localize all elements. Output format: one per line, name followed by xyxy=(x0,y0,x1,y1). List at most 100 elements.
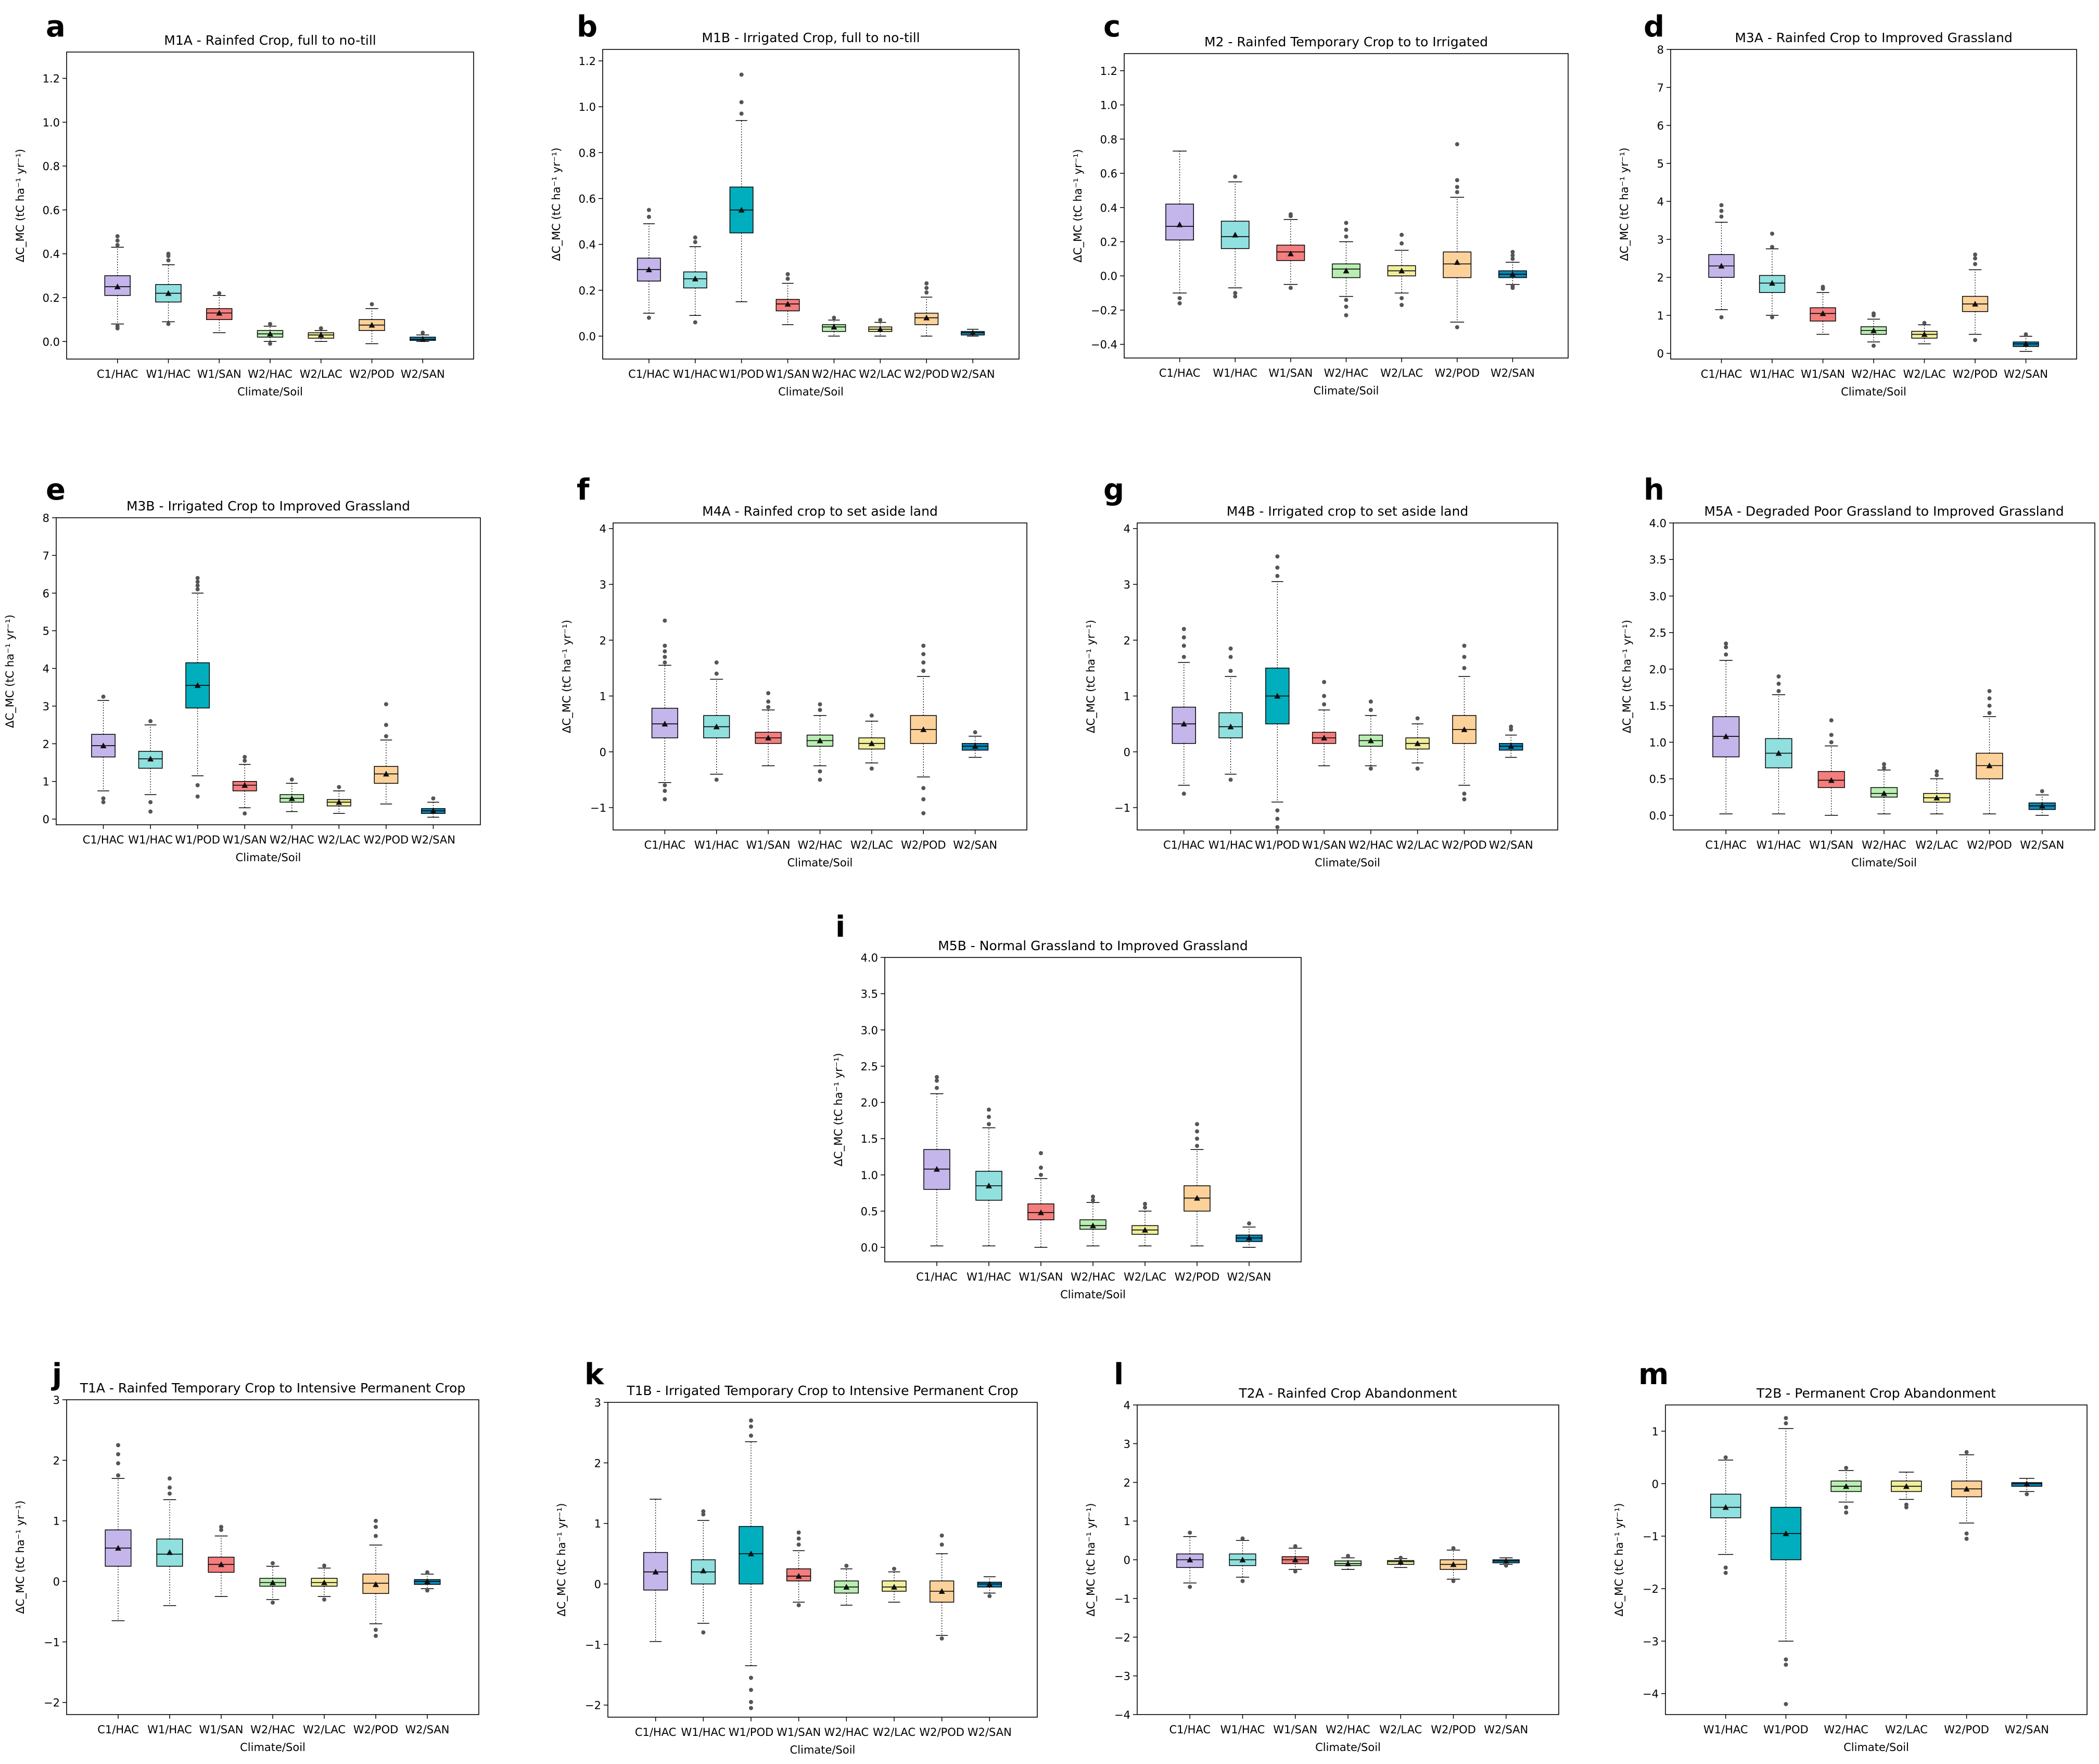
mean-marker xyxy=(1986,762,1993,769)
mean-marker xyxy=(986,1581,993,1587)
y-tick-label: 7 xyxy=(1657,82,1664,94)
outlier xyxy=(869,766,874,771)
outlier xyxy=(374,1518,378,1523)
axes-frame xyxy=(607,1402,1038,1718)
y-tick-label: 3 xyxy=(1657,234,1664,246)
outlier xyxy=(987,1594,992,1599)
y-tick-label: 1 xyxy=(1652,1425,1659,1438)
chart-title: T2B - Permanent Crop Abandonment xyxy=(1756,1386,1996,1401)
outlier xyxy=(749,1433,753,1438)
x-tick-label: W2/LAC xyxy=(859,368,901,380)
outlier xyxy=(924,281,929,286)
mean-marker xyxy=(1398,267,1405,274)
chart-title: T1B - Irrigated Temporary Crop to Intens… xyxy=(626,1383,1018,1398)
outlier xyxy=(1964,1531,1969,1536)
box-W1/HAC: W1/HAC xyxy=(1213,174,1257,379)
mean-marker xyxy=(2022,340,2029,347)
box-W1/POD: W1/POD xyxy=(719,72,764,380)
y-axis-label: ΔC_MC (tC ha⁻¹ yr⁻¹) xyxy=(1621,620,1634,733)
outlier xyxy=(1844,1505,1849,1510)
x-tick-label: W1/SAN xyxy=(777,1726,821,1739)
box-W2/POD: W2/POD xyxy=(1944,1450,1989,1736)
outlier xyxy=(1275,825,1280,829)
box-W1/SAN: W1/SAN xyxy=(766,272,810,380)
y-tick-label: −1 xyxy=(1643,1530,1659,1543)
box-W1/SAN: W1/SAN xyxy=(223,755,267,846)
mean-marker xyxy=(1180,721,1187,727)
mean-marker xyxy=(194,682,201,688)
outlier xyxy=(701,1509,706,1514)
box-W1/SAN: W1/SAN xyxy=(1809,718,1853,851)
x-tick-label: C1/HAC xyxy=(1159,367,1201,379)
x-tick-label: C1/HAC xyxy=(644,839,686,851)
x-tick-label: C1/HAC xyxy=(97,368,138,380)
x-tick-label: W2/HAC xyxy=(1851,368,1896,380)
outlier xyxy=(384,734,388,738)
outlier xyxy=(921,644,926,648)
mean-marker xyxy=(1903,1483,1910,1489)
mean-marker xyxy=(1921,331,1928,337)
outlier xyxy=(1935,769,1939,774)
box-W2/POD: W2/POD xyxy=(353,1518,398,1736)
box-W2/SAN: W2/SAN xyxy=(2004,332,2048,380)
y-tick-label: 3.5 xyxy=(861,988,878,1001)
y-tick-label: 2 xyxy=(594,1457,601,1469)
outlier xyxy=(1844,1510,1849,1515)
box-W2/LAC: W2/LAC xyxy=(1380,233,1423,379)
outlier xyxy=(921,669,926,673)
mean-marker xyxy=(1345,1560,1351,1566)
outlier xyxy=(1233,291,1238,296)
box-W2/LAC: W2/LAC xyxy=(1903,321,1946,380)
box-W2/POD: W2/POD xyxy=(1953,252,1998,380)
outlier xyxy=(1509,724,1513,729)
mean-marker xyxy=(373,1581,379,1587)
box-W1/HAC: W1/HAC xyxy=(1703,1455,1748,1736)
box-W1/SAN: W1/SAN xyxy=(1019,1151,1063,1283)
box-W2/SAN: W2/SAN xyxy=(1227,1221,1271,1283)
outlier xyxy=(1455,185,1459,189)
mean-marker xyxy=(2039,802,2045,809)
box-W2/LAC: W2/LAC xyxy=(303,1563,346,1736)
y-tick-label: 0.5 xyxy=(861,1206,878,1218)
mean-marker xyxy=(738,207,745,213)
y-tick-label: 1 xyxy=(1124,691,1130,703)
outlier xyxy=(1973,338,1977,342)
outlier xyxy=(1724,652,1728,657)
box-W1/POD: W1/POD xyxy=(175,576,220,846)
x-tick-label: C1/HAC xyxy=(1705,839,1747,851)
x-tick-label: W1/SAN xyxy=(197,368,241,380)
outlier xyxy=(1091,1194,1095,1199)
outlier xyxy=(1510,286,1515,290)
box-W2/POD: W2/POD xyxy=(1431,1546,1476,1736)
outlier xyxy=(1415,766,1420,771)
x-tick-label: W1/POD xyxy=(729,1726,774,1739)
box-W1/HAC: W1/HAC xyxy=(1750,232,1795,380)
x-tick-label: C1/HAC xyxy=(1701,368,1742,380)
outlier xyxy=(749,1676,753,1680)
mean-marker xyxy=(1722,1504,1729,1510)
panel-h: h M5A - Degraded Poor Grassland to Improv… xyxy=(1621,473,2095,869)
axes-frame xyxy=(613,522,1027,830)
box-W1/HAC: W1/HAC xyxy=(147,1476,192,1736)
y-tick-label: 3 xyxy=(1124,579,1130,591)
axes-frame xyxy=(66,1399,479,1715)
x-tick-label: W2/POD xyxy=(919,1726,964,1739)
y-tick-label: −1 xyxy=(1114,802,1130,814)
mean-marker xyxy=(216,310,223,316)
panel-label: a xyxy=(46,10,66,44)
x-tick-label: W2/POD xyxy=(904,368,949,380)
mean-marker xyxy=(692,275,698,282)
outlier xyxy=(1784,1702,1788,1706)
outlier xyxy=(1415,716,1420,721)
mean-marker xyxy=(1454,259,1460,265)
outlier xyxy=(243,758,247,763)
y-tick-label: 4.0 xyxy=(1649,517,1667,530)
y-tick-label: 0.4 xyxy=(1100,202,1117,214)
mean-marker xyxy=(1450,1561,1457,1567)
outlier xyxy=(844,1564,849,1568)
mean-marker xyxy=(748,1550,754,1556)
outlier xyxy=(268,341,272,346)
outlier xyxy=(1770,315,1774,319)
mean-marker xyxy=(1343,267,1350,274)
